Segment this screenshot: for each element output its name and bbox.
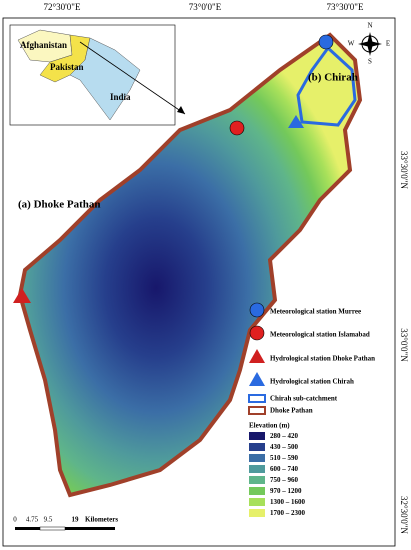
- scale-segment: [15, 527, 40, 530]
- legend-label: Hydrological station Dhoke Pathan: [270, 355, 375, 363]
- coord-label: 33°30'0"N: [399, 151, 409, 189]
- scale-label: 19: [72, 516, 80, 524]
- scale-label: Kilometers: [85, 516, 118, 524]
- station-islamabad: [229, 120, 245, 136]
- coord-label: 32°30'0"N: [399, 496, 409, 534]
- dhoke-pathan-catchment: [17, 32, 363, 498]
- elevation-swatch: [249, 476, 265, 484]
- scale-label: 9.5: [44, 516, 53, 524]
- scale-bar: 0 4.75 9.5 19 Kilometers: [13, 516, 118, 531]
- elevation-label: 600 – 740: [270, 465, 299, 473]
- scale-segment: [39, 526, 66, 531]
- elevation-label: 970 – 1200: [270, 487, 302, 495]
- elevation-swatch: [249, 498, 265, 506]
- legend-symbol: [248, 406, 266, 415]
- legend-label: Meteorological station Islamabad: [270, 331, 370, 339]
- elevation-swatch: [249, 465, 265, 473]
- chirah-subcatchment: [296, 45, 357, 127]
- elevation-swatch: [249, 443, 265, 451]
- legend-label: Dhoke Pathan: [270, 407, 313, 415]
- legend-symbol: [248, 394, 266, 403]
- legend-symbol: [249, 372, 265, 386]
- compass-needle: [358, 41, 382, 47]
- station-dhoke-pathan: [13, 288, 31, 303]
- legend-label: Chirah sub-catchment: [270, 395, 338, 403]
- compass: N S E W: [348, 22, 390, 66]
- compass-label: N: [367, 22, 372, 30]
- coord-label: 73°0'0"E: [189, 2, 222, 12]
- india: [69, 37, 141, 121]
- map-frame: [2, 17, 396, 547]
- elevation-label: 750 – 960: [270, 476, 299, 484]
- elevation-label: 430 – 500: [270, 443, 299, 451]
- legend-symbol: [249, 325, 265, 341]
- scale-label: 0: [13, 516, 17, 524]
- station-murree: [318, 34, 334, 50]
- coord-label: 33°0'0"N: [399, 328, 409, 362]
- scale-label: 4.75: [26, 516, 39, 524]
- legend-label: Meteorological station Murree: [270, 308, 361, 316]
- elevation-label: 510 – 590: [270, 454, 299, 462]
- legend: Meteorological station Murree Meteorolog…: [248, 302, 375, 517]
- coord-label: 72°30'0"E: [44, 2, 81, 12]
- legend-symbol: [249, 349, 265, 363]
- elevation-swatch: [249, 487, 265, 495]
- map-label: (a) Dhoke Pathan: [18, 199, 101, 211]
- inset-label: Afghanistan: [20, 40, 67, 50]
- elevation-swatch: [249, 454, 265, 462]
- arrow-head: [177, 106, 185, 114]
- inset-label: Pakistan: [50, 62, 84, 72]
- legend-symbol: [249, 302, 265, 318]
- inset-arrow: [79, 41, 186, 115]
- elevation-label: 280 – 420: [270, 432, 299, 440]
- compass-label: E: [386, 40, 390, 48]
- elevation-swatch: [249, 432, 265, 440]
- elevation-label: 1700 – 2300: [270, 509, 306, 517]
- compass-label: S: [368, 58, 372, 66]
- elevation-swatch: [249, 509, 265, 517]
- legend-label: Hydrological station Chirah: [270, 378, 354, 386]
- legend-title: Elevation (m): [249, 422, 290, 430]
- coord-label: 73°30'0"E: [327, 2, 364, 12]
- inset-label: India: [110, 92, 131, 102]
- compass-label: W: [348, 40, 355, 48]
- elevation-label: 1300 – 1600: [270, 498, 306, 506]
- scale-segment: [65, 527, 115, 530]
- station-chirah: [288, 115, 304, 128]
- map-label: (b) Chirah: [308, 72, 358, 84]
